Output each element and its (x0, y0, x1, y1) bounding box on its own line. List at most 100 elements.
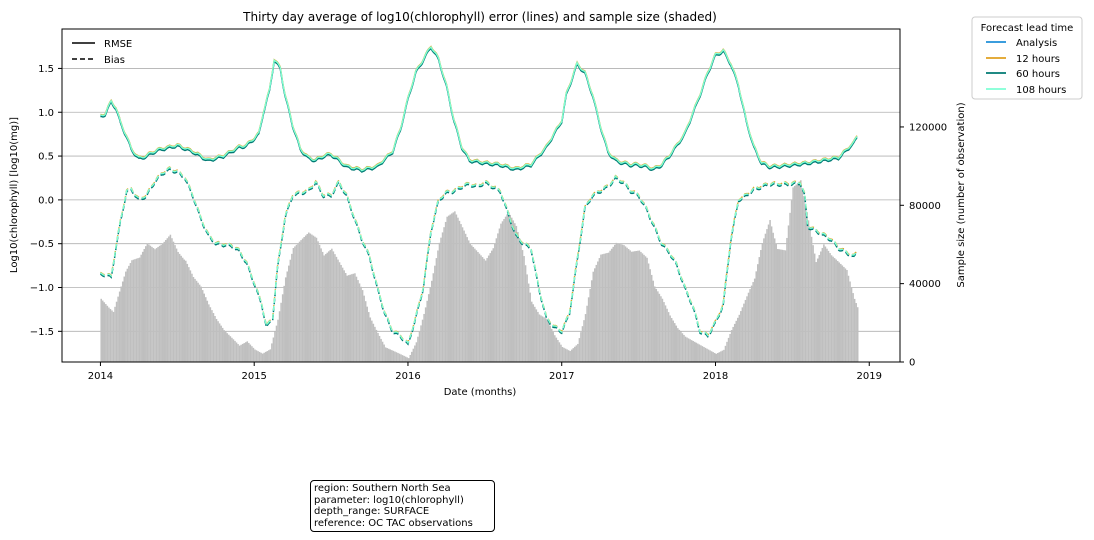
sample-size-bar (328, 251, 330, 362)
left-y-tick-label: −1.5 (30, 327, 54, 338)
sample-size-bar (733, 323, 736, 362)
sample-size-bar (677, 328, 679, 362)
sample-size-bar (635, 250, 638, 362)
sample-size-bar (314, 236, 316, 362)
sample-size-bar (672, 320, 674, 362)
sample-size-bar (226, 333, 229, 362)
sample-size-bar (288, 265, 290, 362)
sample-size-bar (128, 265, 130, 362)
sample-size-bar (366, 306, 368, 362)
sample-size-bar (231, 337, 233, 362)
sample-size-bar (800, 180, 802, 362)
sample-size-bar (269, 349, 272, 362)
sample-size-bar (214, 315, 216, 362)
sample-size-bar (189, 270, 192, 362)
sample-size-bar (357, 280, 359, 362)
sample-size-bar (118, 291, 121, 362)
sample-size-bar (540, 315, 542, 362)
sample-size-bar (527, 283, 530, 362)
sample-size-bar (603, 253, 605, 362)
sample-size-bar (597, 261, 599, 362)
sample-size-bar (843, 266, 845, 362)
sample-size-bar (717, 352, 719, 362)
sample-size-bar (763, 238, 765, 362)
sample-size-bar (789, 212, 791, 362)
sample-size-bar (454, 211, 456, 362)
sample-size-bar (753, 278, 756, 362)
sample-size-bar (749, 289, 751, 362)
sample-size-bar (849, 281, 851, 362)
sample-size-bar (743, 303, 745, 362)
sample-size-bar (138, 257, 141, 362)
sample-size-bar (727, 337, 730, 362)
legend-rmse-label: RMSE (104, 39, 132, 50)
sample-size-bar (766, 229, 768, 362)
sample-size-bar (594, 268, 596, 362)
sample-size-bar (480, 255, 482, 362)
legend-60h-label: 60 hours (1016, 69, 1060, 80)
sample-size-bar (283, 285, 285, 362)
sample-size-bar (475, 250, 478, 362)
sample-size-bar (447, 215, 450, 362)
sample-size-bar (198, 284, 201, 362)
sample-size-bar (434, 265, 436, 362)
sample-size-bar (406, 357, 408, 362)
sample-size-bar (286, 271, 289, 362)
sample-size-bar (626, 247, 628, 362)
sample-size-bar (690, 340, 693, 362)
sample-size-bar (401, 355, 404, 362)
sample-size-bar (466, 237, 468, 362)
sample-size-bar (407, 358, 410, 362)
sample-size-bar (563, 347, 565, 362)
sample-size-bar (844, 268, 847, 362)
sample-size-bar (271, 343, 273, 362)
sample-size-bar (246, 341, 249, 362)
sample-size-bar (329, 250, 332, 362)
bias-line-108h (100, 166, 858, 345)
sample-size-bar (295, 244, 298, 362)
sample-size-bar (772, 232, 774, 362)
sample-size-bar (541, 316, 544, 362)
sample-size-bar (318, 244, 321, 362)
sample-size-bar (254, 349, 256, 362)
sample-size-bar (838, 262, 841, 362)
sample-size-bar (451, 213, 453, 362)
sample-size-bar (221, 327, 224, 362)
sample-size-bar (289, 259, 292, 362)
sample-size-bar (604, 253, 607, 362)
sample-size-bar (197, 282, 199, 362)
sample-size-bar (784, 250, 787, 362)
sample-size-bar (441, 232, 444, 362)
sample-size-bar (374, 326, 376, 362)
sample-size-bar (158, 245, 161, 362)
sample-size-bar (252, 347, 255, 362)
x-tick-label: 2019 (857, 371, 882, 382)
sample-size-bar (652, 280, 654, 362)
sample-size-bar (801, 188, 804, 362)
sample-size-bar (398, 353, 401, 362)
sample-size-bar (827, 250, 830, 362)
sample-size-bar (757, 264, 759, 362)
sample-size-bar (835, 259, 837, 362)
info-reference: reference: OC TAC observations (314, 517, 473, 529)
sample-size-bar (820, 251, 822, 362)
sample-size-bar (188, 267, 190, 362)
sample-size-bar (180, 255, 182, 362)
sample-size-bar (755, 271, 758, 362)
sample-size-bar (703, 346, 705, 362)
sample-size-bar (798, 181, 801, 362)
sample-size-bar (326, 252, 329, 362)
sample-size-bar (449, 214, 452, 362)
sample-size-bar (297, 243, 299, 362)
sample-size-bar (105, 304, 107, 362)
sample-size-bar (620, 244, 622, 362)
sample-size-bar (395, 352, 398, 362)
sample-size-bar (232, 339, 235, 362)
sample-size-bar (224, 331, 227, 362)
x-axis-ticks: 2014 2015 2016 2017 2018 2019 (88, 362, 882, 382)
sample-size-bar (764, 233, 767, 362)
sample-size-bar (241, 343, 244, 362)
sample-size-bar (248, 342, 250, 362)
sample-size-bar (420, 325, 422, 362)
